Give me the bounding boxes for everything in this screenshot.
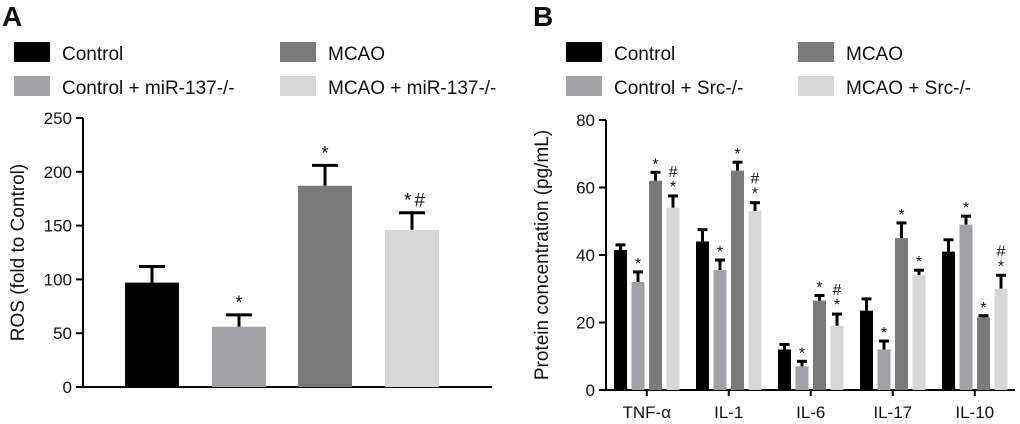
significance-mark-b: # * [833, 282, 842, 314]
bar-b-3 [994, 288, 1008, 390]
y-tick-label-a: 250 [44, 109, 72, 128]
significance-mark-b: # * [751, 171, 760, 203]
legend-a-1-label: MCAO [328, 44, 385, 65]
legend-b-3-swatch [798, 76, 834, 96]
bar-b-2 [731, 170, 744, 390]
legend-b-0-swatch [566, 42, 602, 62]
y-tick-label-b: 80 [576, 111, 595, 130]
significance-mark-b: * [881, 325, 887, 342]
y-axis-title-a: ROS (fold to Control) [8, 164, 29, 341]
bar-b-2 [813, 300, 826, 390]
significance-mark-b: * [816, 280, 822, 297]
y-tick-label-b: 20 [576, 314, 595, 333]
bar-b-3 [666, 207, 680, 390]
bar-b-1 [877, 349, 891, 390]
bar-b-0 [696, 241, 709, 390]
panel-a-label: A [2, 1, 22, 32]
legend-a-2-label: Control + miR-137-/- [62, 78, 235, 99]
significance-mark-b: * [717, 244, 723, 261]
bar-b-3 [748, 211, 762, 390]
significance-mark-b: * [916, 254, 922, 271]
bar-b-2 [895, 238, 908, 390]
legend-b-3-label: MCAO + Src-/- [846, 78, 971, 99]
bar-b-0 [942, 251, 955, 390]
bar-b-0 [860, 310, 873, 390]
y-tick-label-b: 60 [576, 179, 595, 198]
legend-a-3-label: MCAO + miR-137-/- [328, 78, 496, 99]
x-tick-label-b: IL-1 [714, 403, 743, 422]
x-tick-label-b: TNF-α [622, 403, 671, 422]
x-tick-label-b: IL-17 [873, 403, 912, 422]
legend-b-1-swatch [798, 42, 834, 62]
bar-b-0 [614, 249, 627, 390]
bar-a-3 [385, 229, 439, 387]
bar-b-1 [959, 224, 973, 390]
significance-mark-b: * [635, 256, 641, 273]
bar-a-2 [298, 185, 352, 387]
legend-a-3-swatch [280, 76, 316, 96]
panel-b-label: B [533, 1, 553, 32]
bar-b-3 [830, 325, 844, 390]
significance-mark-b: # * [669, 164, 678, 196]
legend-a-0-swatch [14, 42, 50, 62]
x-tick-label-b: IL-6 [796, 403, 825, 422]
legend-a-0-label: Control [62, 44, 123, 65]
panel-b-chart: Control MCAO Control + Src-/- MCAO + Src-/-… [532, 42, 1015, 422]
bar-b-3 [912, 275, 926, 390]
bar-b-1 [631, 282, 645, 390]
legend-b-0-label: Control [614, 44, 675, 65]
significance-mark-b: * [980, 300, 986, 317]
bar-b-0 [778, 349, 791, 390]
significance-mark-b: * [652, 156, 658, 173]
significance-mark-a-2: * [321, 143, 329, 164]
y-axis-title-b: Protein concentration (pg/mL) [532, 130, 553, 380]
legend-b-2-swatch [566, 76, 602, 96]
significance-mark-a-1: * [235, 293, 243, 314]
bar-a-0 [125, 282, 179, 387]
y-tick-label-a: 150 [44, 217, 72, 236]
legend-b-2-label: Control + Src-/- [614, 78, 743, 99]
significance-mark-a-3: *# [404, 191, 428, 212]
significance-mark-b: * [734, 146, 740, 163]
legend-b-1-label: MCAO [846, 44, 903, 65]
significance-mark-b: # * [997, 243, 1006, 275]
bar-b-2 [977, 317, 990, 390]
legend-a-2-swatch [14, 76, 50, 96]
y-tick-label-a: 200 [44, 163, 72, 182]
bar-a-1 [212, 326, 266, 387]
bar-b-1 [713, 270, 727, 390]
y-tick-label-a: 50 [53, 324, 72, 343]
significance-mark-b: * [898, 207, 904, 224]
panel-a-chart: Control MCAO Control + miR-137-/- MCAO + mi… [8, 42, 496, 397]
bar-b-1 [795, 366, 809, 390]
bar-b-2 [649, 180, 662, 390]
legend-a-1-swatch [280, 42, 316, 62]
y-tick-label-b: 40 [576, 246, 595, 265]
y-tick-label-a: 0 [63, 378, 72, 397]
significance-mark-b: * [799, 345, 805, 362]
significance-mark-b: * [963, 200, 969, 217]
y-tick-label-a: 100 [44, 270, 72, 289]
x-tick-label-b: IL-10 [955, 403, 994, 422]
y-tick-label-b: 0 [586, 381, 595, 400]
